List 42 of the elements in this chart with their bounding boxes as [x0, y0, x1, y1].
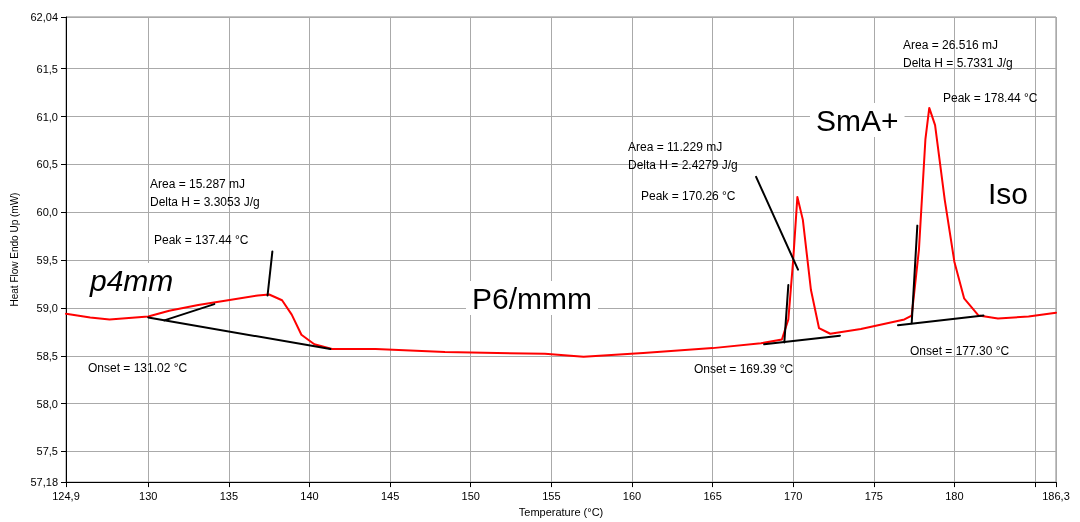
y-tick-label: 57,5 [36, 445, 58, 458]
annotation: Area = 11.229 mJ [628, 140, 723, 154]
x-tick-label: 150 [461, 489, 480, 502]
annotation: Area = 26.516 mJ [903, 38, 999, 52]
x-tick-label: 186,3 [1042, 489, 1070, 502]
y-tick-label: 61,0 [36, 110, 58, 123]
x-tick-label: 135 [219, 489, 239, 502]
annotation: Peak = 137.44 °C [154, 233, 249, 247]
annotation: Peak = 178.44 °C [943, 91, 1038, 105]
y-tick-label: 59,0 [36, 301, 58, 314]
annotation: Delta H = 3.3053 J/g [150, 195, 260, 209]
annotation: Onset = 169.39 °C [694, 362, 794, 376]
y-axis-title: Heat Flow Endo Up (mW) [8, 192, 20, 307]
x-tick-label: 155 [542, 489, 561, 502]
y-tick-label: 58,5 [36, 349, 58, 362]
x-tick-label: 160 [622, 489, 642, 502]
x-tick-label: 145 [380, 489, 400, 502]
annotation: Peak = 170.26 °C [641, 189, 736, 203]
x-axis-title: Temperature (°C) [518, 505, 604, 518]
y-tick-label: 61,5 [36, 62, 58, 75]
annotation: P6/mmm [472, 281, 592, 315]
x-tick-label: 175 [864, 489, 883, 502]
annotation: Onset = 177.30 °C [910, 344, 1010, 358]
annotation: Onset = 131.02 °C [88, 361, 188, 375]
y-tick-label: 62,04 [30, 11, 58, 23]
x-tick-label: 180 [945, 489, 964, 502]
annotation: Area = 15.287 mJ [150, 177, 246, 191]
annotation: Iso [988, 176, 1029, 210]
y-tick-label: 60,5 [36, 158, 58, 171]
y-tick-label: 59,5 [36, 254, 58, 267]
y-tick-label: 57,18 [30, 476, 58, 489]
x-tick-label: 130 [139, 489, 158, 502]
annotation: Delta H = 2.4279 J/g [628, 158, 738, 172]
annotation: Delta H = 5.7331 J/g [903, 56, 1013, 70]
x-tick-label: 170 [784, 489, 803, 502]
x-tick-label: 124,9 [52, 489, 80, 502]
y-tick-label: 58,0 [36, 397, 58, 410]
x-tick-label: 140 [300, 489, 319, 502]
annotation: SmA+ [816, 103, 899, 137]
annotation: p4mm [89, 263, 174, 297]
y-tick-label: 60,0 [36, 206, 58, 219]
x-tick-label: 165 [703, 489, 722, 502]
